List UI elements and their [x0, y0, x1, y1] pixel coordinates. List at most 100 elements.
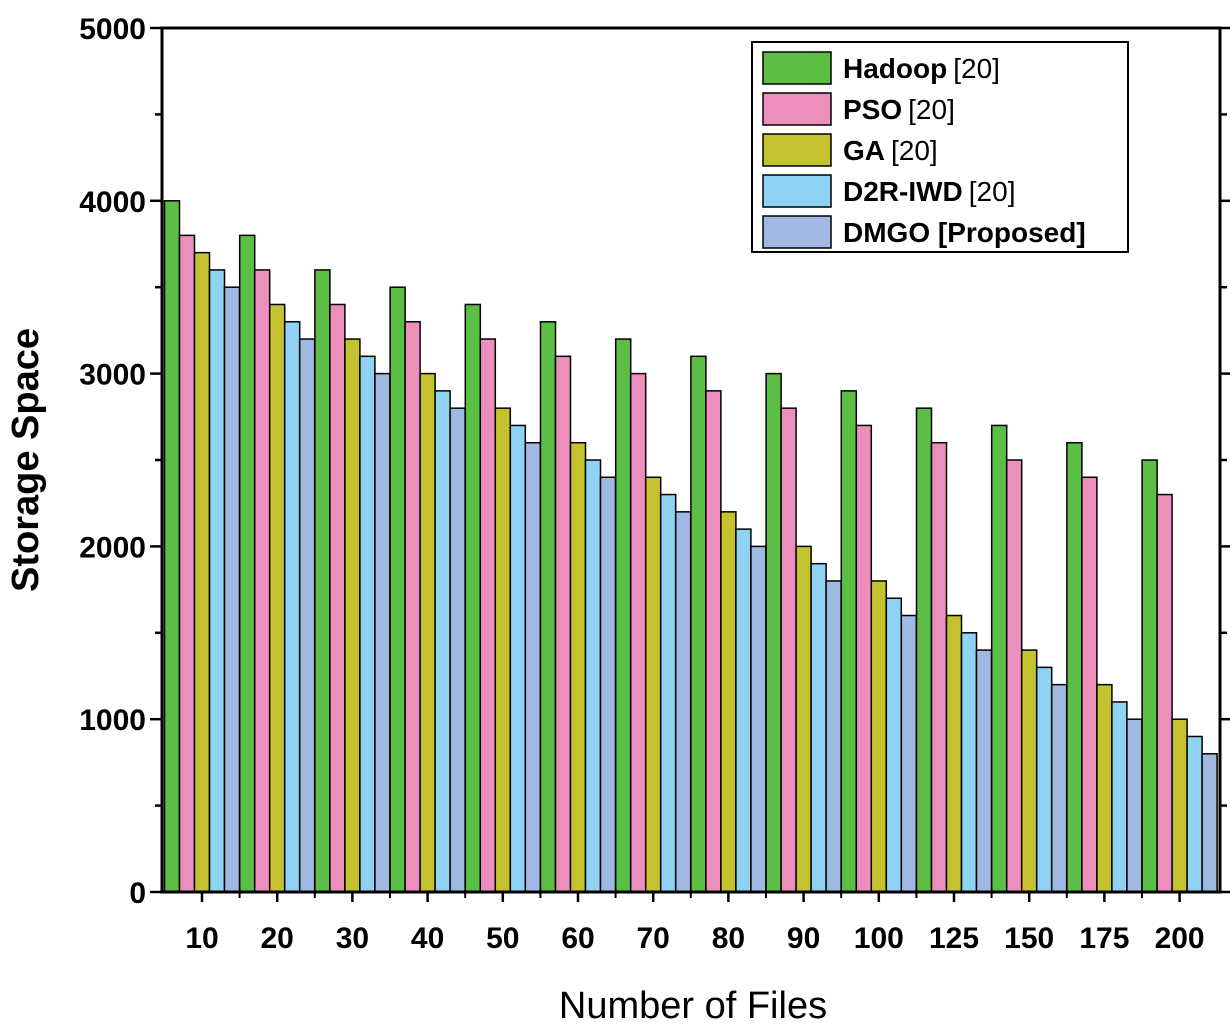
axes-layer: 0 1000 2000 3000 4000 5000 10 20 30 40 50 60 70 80 90 1…: [79, 13, 1230, 955]
bar-pso-175: [1081, 476, 1098, 893]
bar-pso-80: [705, 390, 722, 893]
legend-swatch-hadoop: [762, 51, 832, 85]
bar-pso-40: [404, 321, 421, 893]
bar-hadoop-200: [1141, 459, 1158, 893]
legend-series-name: GA: [843, 135, 885, 166]
bar-dmgo-150: [1050, 683, 1068, 893]
bar-d2r-iwd-50: [509, 424, 527, 893]
legend-series-name: Hadoop: [843, 53, 947, 84]
bar-hadoop-40: [389, 286, 406, 893]
bar-d2r-iwd-200: [1186, 735, 1203, 893]
legend-swatch-d2r-iwd: [762, 174, 832, 208]
bar-d2r-iwd-20: [283, 321, 301, 893]
bar-d2r-iwd-80: [735, 528, 752, 893]
x-tick-label: 70: [637, 922, 670, 955]
x-tick-label: 60: [561, 922, 594, 955]
bar-dmgo-40: [449, 407, 466, 893]
bar-ga-50: [494, 407, 512, 893]
bar-ga-60: [569, 441, 587, 893]
x-tick-label: 10: [185, 922, 218, 955]
y-tick-label: 3000: [79, 359, 146, 392]
x-tick-label: 30: [336, 922, 369, 955]
x-tick-label: 125: [929, 922, 979, 955]
bar-ga-10: [193, 251, 211, 893]
bar-dmgo-10: [223, 286, 241, 893]
bar-pso-200: [1156, 493, 1173, 893]
bar-pso-150: [1005, 459, 1023, 893]
legend-swatch-pso: [762, 92, 832, 126]
x-tick-label: 20: [261, 922, 294, 955]
bar-ga-20: [268, 303, 286, 893]
bar-ga-175: [1096, 683, 1113, 893]
legend-series-ref: [20]: [891, 135, 938, 166]
bar-dmgo-60: [599, 476, 617, 893]
bar-dmgo-175: [1126, 718, 1143, 893]
x-tick-label: 80: [712, 922, 745, 955]
bar-ga-100: [870, 580, 888, 893]
bar-dmgo-30: [374, 372, 391, 893]
bar-ga-40: [419, 372, 436, 893]
bar-hadoop-90: [765, 372, 782, 893]
legend-series-ref: [20]: [908, 94, 955, 125]
bar-hadoop-50: [464, 303, 482, 893]
bars-layer: [163, 200, 1218, 893]
bar-hadoop-80: [690, 355, 707, 893]
bar-pso-50: [479, 338, 497, 893]
bar-d2r-iwd-60: [584, 459, 602, 893]
bar-pso-10: [178, 234, 196, 893]
bar-hadoop-100: [840, 390, 858, 893]
y-axis-label: Storage Space: [5, 328, 47, 592]
bar-dmgo-70: [674, 511, 692, 893]
bar-pso-60: [554, 355, 572, 893]
bar-dmgo-20: [298, 338, 316, 893]
bar-d2r-iwd-175: [1111, 701, 1128, 893]
y-tick-label: 1000: [79, 704, 146, 737]
bar-dmgo-100: [900, 614, 918, 893]
legend-series-ref: [20]: [953, 53, 1000, 84]
bar-hadoop-60: [539, 321, 557, 893]
bar-pso-30: [329, 303, 346, 893]
bar-pso-100: [855, 424, 873, 893]
bar-d2r-iwd-90: [810, 562, 827, 893]
bar-d2r-iwd-125: [960, 632, 978, 893]
y-tick-label: 4000: [79, 186, 146, 219]
legend-series-name: PSO: [843, 94, 902, 125]
bar-hadoop-30: [314, 269, 331, 893]
bar-hadoop-150: [990, 424, 1008, 893]
bar-hadoop-70: [614, 338, 632, 893]
legend-swatch-ga: [762, 133, 832, 167]
bar-dmgo-50: [524, 441, 542, 893]
bar-pso-20: [253, 269, 271, 893]
x-tick-label: 100: [854, 922, 904, 955]
legend-series-ref: [20]: [969, 176, 1016, 207]
bar-d2r-iwd-30: [359, 355, 376, 893]
legend-label: PSO [20]: [843, 94, 955, 125]
legend-series-name: DMGO [Proposed]: [843, 217, 1086, 248]
bar-dmgo-125: [975, 649, 993, 893]
bar-ga-70: [644, 476, 662, 893]
bar-dmgo-200: [1201, 753, 1218, 893]
x-tick-label: 90: [787, 922, 820, 955]
bar-ga-80: [720, 511, 737, 893]
bar-pso-90: [780, 407, 797, 893]
bar-pso-125: [930, 441, 948, 893]
legend-label: Hadoop [20]: [843, 53, 1000, 84]
legend-label: D2R-IWD [20]: [843, 176, 1015, 207]
bar-ga-30: [344, 338, 361, 893]
bar-d2r-iwd-100: [885, 597, 903, 893]
x-tick-label: 175: [1079, 922, 1129, 955]
legend-label: DMGO [Proposed]: [843, 217, 1086, 248]
legend-series-name: D2R-IWD: [843, 176, 963, 207]
legend-label: GA [20]: [843, 135, 938, 166]
bar-hadoop-20: [238, 234, 256, 893]
bar-d2r-iwd-150: [1035, 666, 1053, 893]
bar-d2r-iwd-70: [659, 493, 677, 893]
bar-d2r-iwd-40: [434, 390, 451, 893]
y-tick-label: 5000: [79, 13, 146, 46]
bar-hadoop-10: [163, 200, 181, 893]
bar-d2r-iwd-10: [208, 269, 226, 893]
legend: Hadoop [20]PSO [20]GA [20]D2R-IWD [20]DMGO […: [751, 41, 1129, 253]
y-tick-label: 0: [129, 877, 146, 910]
bar-ga-90: [795, 545, 812, 893]
